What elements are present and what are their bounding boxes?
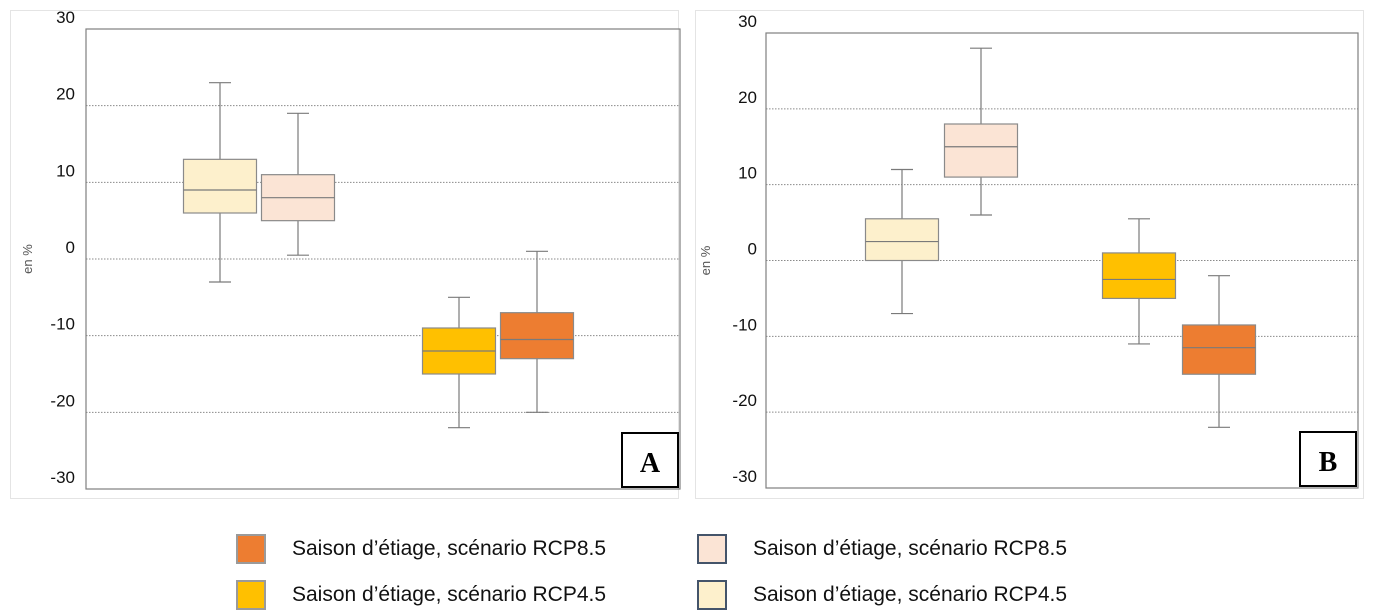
legend-swatch bbox=[697, 580, 727, 610]
y-tick-label: 10 bbox=[56, 161, 75, 180]
interquartile-box bbox=[499, 312, 575, 360]
box-plot-panel-a: 30 20 10 0 -10 -20 -30 en % A bbox=[10, 8, 681, 499]
legend-label: Saison d’étiage, scénario RCP8.5 bbox=[292, 537, 607, 560]
box-plot-item bbox=[1101, 218, 1177, 345]
y-tick-label: -10 bbox=[732, 315, 757, 334]
legend: Saison d’étiage, scénario RCP8.5 Saison … bbox=[0, 520, 1375, 614]
interquartile-box bbox=[864, 218, 940, 262]
plot-area-border bbox=[85, 28, 681, 490]
box-plot-item bbox=[182, 82, 258, 283]
box-plot-item bbox=[1181, 275, 1257, 428]
legend-swatch bbox=[697, 534, 727, 564]
panel-label: A bbox=[621, 432, 679, 488]
y-tick-label: 20 bbox=[56, 85, 75, 104]
legend-swatch bbox=[236, 534, 266, 564]
panel-label: B bbox=[1299, 431, 1357, 487]
chart-frame bbox=[10, 10, 679, 499]
y-tick-label: 20 bbox=[738, 88, 757, 107]
box-plot-panel-b: 30 20 10 0 -10 -20 -30 en % B bbox=[695, 10, 1364, 499]
box-plot-item bbox=[421, 296, 497, 429]
legend-item-rcp45-yellow: Saison d’étiage, scénario RCP4.5 bbox=[236, 580, 606, 610]
y-tick-label: -30 bbox=[50, 468, 75, 487]
interquartile-box bbox=[943, 123, 1019, 178]
y-tick-label: -20 bbox=[732, 391, 757, 410]
panel-label-text: A bbox=[640, 448, 661, 479]
panel-label-box bbox=[1299, 431, 1357, 487]
y-tick-label: 30 bbox=[738, 12, 757, 31]
interquartile-box bbox=[182, 158, 258, 214]
legend-label: Saison d’étiage, scénario RCP8.5 bbox=[753, 537, 1068, 560]
legend-swatch bbox=[236, 580, 266, 610]
legend-label: Saison d’étiage, scénario RCP4.5 bbox=[753, 583, 1068, 606]
box-plot-item bbox=[943, 47, 1019, 216]
y-tick-label: 30 bbox=[56, 8, 75, 27]
panel-label-text: B bbox=[1319, 447, 1338, 478]
legend-item-rcp45-light: Saison d’étiage, scénario RCP4.5 bbox=[697, 580, 1067, 610]
y-axis-label: en % bbox=[20, 244, 35, 274]
plot-area-border bbox=[765, 32, 1359, 489]
legend-item-rcp85-light: Saison d’étiage, scénario RCP8.5 bbox=[697, 534, 1067, 564]
interquartile-box bbox=[1181, 324, 1257, 375]
panel-label-box bbox=[621, 432, 679, 488]
legend-label: Saison d’étiage, scénario RCP4.5 bbox=[292, 583, 607, 606]
y-tick-label: -10 bbox=[50, 315, 75, 334]
y-axis-label: en % bbox=[698, 245, 713, 275]
box-plot-item bbox=[864, 168, 940, 315]
y-tick-label: 0 bbox=[66, 238, 75, 257]
y-tick-label: -30 bbox=[732, 467, 757, 486]
chart-frame bbox=[695, 10, 1364, 499]
y-tick-label: -20 bbox=[50, 391, 75, 410]
box-plot-item bbox=[499, 250, 575, 413]
y-tick-label: 0 bbox=[748, 240, 757, 259]
interquartile-box bbox=[1101, 252, 1177, 300]
legend-item-rcp85-orange: Saison d’étiage, scénario RCP8.5 bbox=[236, 534, 606, 564]
box-plot-item bbox=[260, 112, 336, 256]
y-tick-label: 10 bbox=[738, 164, 757, 183]
